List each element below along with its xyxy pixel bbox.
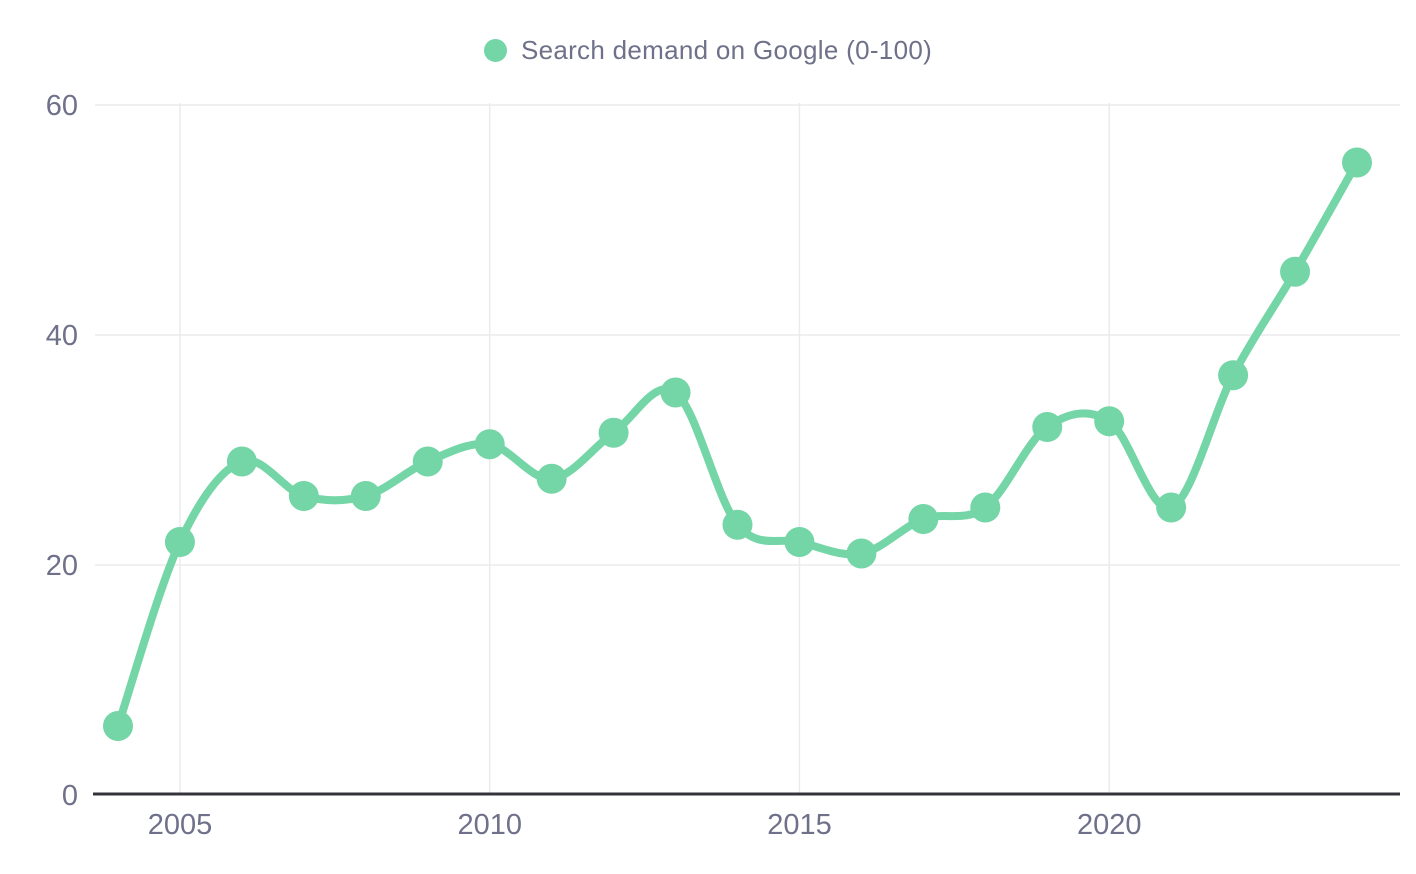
legend-marker-icon — [483, 39, 507, 62]
series-path — [114, 158, 1361, 730]
data-point-2018[interactable] — [970, 492, 1001, 523]
x-tick-label: 2005 — [148, 809, 213, 841]
y-tick-label: 0 — [62, 780, 78, 812]
data-point-2014[interactable] — [722, 509, 753, 540]
data-point-2009[interactable] — [412, 446, 443, 477]
data-point-2006[interactable] — [226, 446, 257, 477]
data-point-2022[interactable] — [1218, 360, 1249, 391]
data-point-2012[interactable] — [598, 417, 629, 448]
data-point-2011[interactable] — [536, 463, 567, 494]
legend-series-label: Search demand on Google (0-100) — [520, 35, 933, 65]
data-point-2024[interactable] — [1342, 147, 1372, 178]
data-point-2004[interactable] — [103, 711, 133, 741]
data-point-2019[interactable] — [1032, 412, 1063, 442]
x-tick-label: 2010 — [457, 809, 522, 841]
x-tick-label: 2020 — [1077, 809, 1142, 841]
data-point-2016[interactable] — [846, 538, 877, 569]
x-axis-tick-labels: 2005 2010 2015 2020 — [148, 809, 1142, 841]
data-point-2017[interactable] — [908, 504, 939, 534]
y-tick-label: 20 — [46, 550, 78, 582]
data-point-2021[interactable] — [1156, 492, 1187, 523]
data-point-2020[interactable] — [1094, 406, 1125, 437]
legend[interactable]: Search demand on Google (0-100) — [0, 35, 1416, 66]
data-point-2023[interactable] — [1280, 256, 1311, 287]
data-point-2008[interactable] — [350, 481, 381, 511]
data-point-2015[interactable] — [784, 527, 815, 557]
data-point-2005[interactable] — [164, 527, 195, 557]
y-tick-label: 60 — [46, 90, 78, 122]
data-point-2007[interactable] — [288, 481, 319, 511]
data-point-2010[interactable] — [474, 429, 505, 460]
y-tick-label: 40 — [46, 320, 78, 352]
series-search-demand[interactable] — [103, 147, 1372, 742]
x-tick-label: 2015 — [767, 809, 832, 841]
y-axis-tick-labels: 0 20 40 60 — [46, 90, 78, 812]
data-point-2013[interactable] — [660, 377, 691, 408]
